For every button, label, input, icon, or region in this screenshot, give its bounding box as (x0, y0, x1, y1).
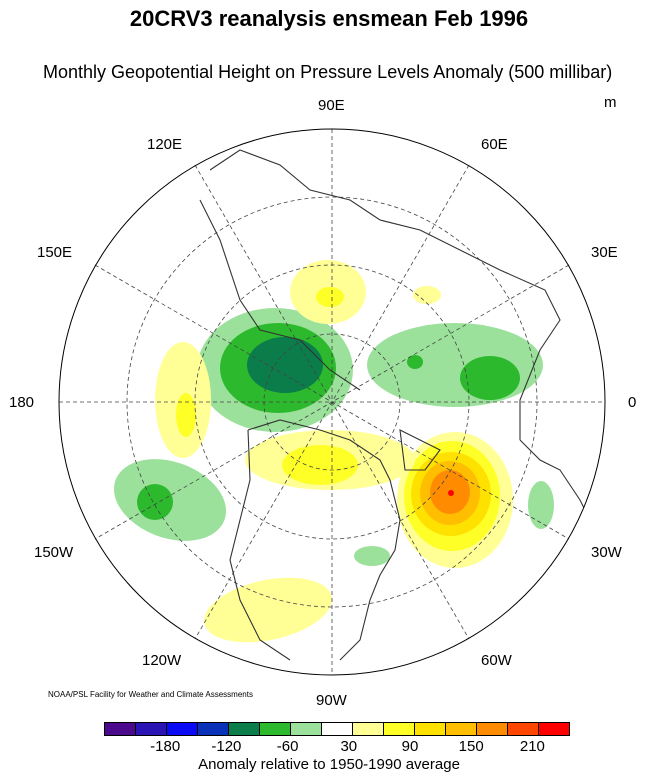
anomaly-europe-60 (367, 323, 543, 407)
colorbar-tick-label: 210 (519, 738, 545, 755)
lon-label-60e: 60E (481, 136, 508, 153)
lon-label-150e: 150E (37, 244, 73, 261)
colorbar-tick-label: -120 (211, 738, 242, 755)
map-boundary (58, 128, 606, 676)
chart-subtitle: Monthly Geopotential Height on Pressure … (43, 62, 613, 82)
lon-label-0: 0 (628, 394, 637, 411)
credit-text: NOAA/PSL Facility for Weather and Climat… (48, 690, 253, 699)
colorbar-box (508, 723, 539, 735)
units-label: m (604, 94, 617, 111)
anomaly-cen-europe (528, 481, 554, 529)
lon-label-30w: 30W (591, 544, 622, 561)
anomaly-europe-90b (407, 355, 423, 369)
colorbar-box (477, 723, 508, 735)
colorbar-title: Anomaly relative to 1950-1990 average (198, 756, 460, 773)
anomaly-canada-60 (282, 445, 358, 485)
anomaly-india-30 (413, 286, 441, 304)
colorbar-box (105, 723, 136, 735)
colorbar-tick-label: 90 (401, 738, 419, 755)
colorbar-box (322, 723, 353, 735)
anomaly-atlantic-210 (448, 490, 454, 496)
colorbar-box (415, 723, 446, 735)
colorbar-box (229, 723, 260, 735)
anomaly-europe-90a (460, 356, 520, 400)
colorbar-box (198, 723, 229, 735)
lon-label-90w: 90W (316, 692, 347, 709)
lon-label-60w: 60W (481, 652, 512, 669)
colorbar-tick-label: -60 (276, 738, 299, 755)
colorbar-tick-label: -180 (150, 738, 181, 755)
colorbar-tick-label: 150 (458, 738, 484, 755)
colorbar-box (539, 723, 569, 735)
lon-label-120w: 120W (142, 652, 182, 669)
anomaly-us-60 (354, 546, 390, 566)
lon-label-150w: 150W (34, 544, 74, 561)
coastlines (199, 149, 601, 661)
lon-label-30e: 30E (591, 244, 618, 261)
anomaly-pacific-90 (137, 484, 173, 520)
anomaly-siberia-120 (247, 337, 323, 393)
lon-label-180: 180 (9, 394, 35, 411)
colorbar (104, 722, 570, 736)
colorbar-box (446, 723, 477, 735)
colorbar-box (291, 723, 322, 735)
anomaly-mexico-30 (204, 577, 332, 643)
lon-label-90e: 90E (318, 97, 345, 114)
colorbar-tick-label: 30 (340, 738, 358, 755)
lon-label-120e: 120E (147, 136, 183, 153)
colorbar-box (260, 723, 291, 735)
anomaly-asia-60 (316, 287, 344, 307)
graticule (59, 129, 605, 675)
colorbar-box (136, 723, 167, 735)
colorbar-box (353, 723, 384, 735)
anomaly-bering-60 (176, 393, 196, 437)
colorbar-box (384, 723, 415, 735)
anomaly-field (113, 260, 554, 643)
colorbar-box (167, 723, 198, 735)
chart-title: 20CRV3 reanalysis ensmean Feb 1996 (129, 6, 529, 31)
